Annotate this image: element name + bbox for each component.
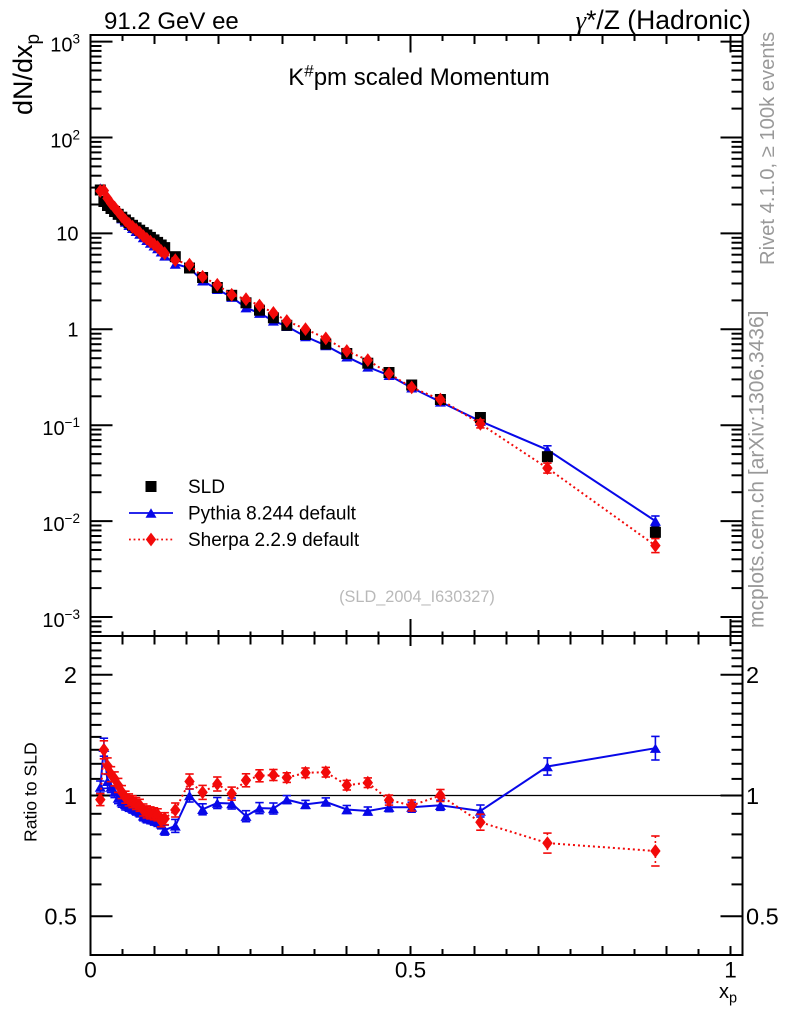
svg-text:K#pm scaled Momentum: K#pm scaled Momentum (288, 62, 550, 92)
svg-text:mcplots.cern.ch [arXiv:1306.34: mcplots.cern.ch [arXiv:1306.3436] (746, 310, 769, 628)
svg-text:1: 1 (64, 783, 77, 809)
svg-text:Pythia 8.244 default: Pythia 8.244 default (188, 504, 357, 525)
svg-text:0.5: 0.5 (44, 904, 77, 930)
svg-text:Rivet 4.1.0, ≥ 100k events: Rivet 4.1.0, ≥ 100k events (757, 32, 779, 265)
svg-text:2: 2 (746, 662, 759, 688)
svg-text:10: 10 (56, 224, 78, 246)
svg-text:0: 0 (84, 958, 97, 983)
svg-text:Sherpa 2.2.9 default: Sherpa 2.2.9 default (188, 530, 360, 551)
svg-text:Ratio to SLD: Ratio to SLD (20, 742, 40, 842)
svg-text:91.2 GeV ee: 91.2 GeV ee (104, 8, 239, 35)
svg-text:1: 1 (724, 958, 737, 983)
svg-text:0.5: 0.5 (746, 904, 779, 930)
svg-text:1: 1 (746, 783, 759, 809)
svg-text:1: 1 (67, 320, 78, 342)
svg-text:γ*/Z (Hadronic): γ*/Z (Hadronic) (576, 5, 751, 35)
svg-text:(SLD_2004_I630327): (SLD_2004_I630327) (339, 588, 495, 606)
svg-text:2: 2 (64, 662, 77, 688)
svg-text:0.5: 0.5 (395, 958, 426, 983)
svg-text:SLD: SLD (188, 477, 225, 498)
